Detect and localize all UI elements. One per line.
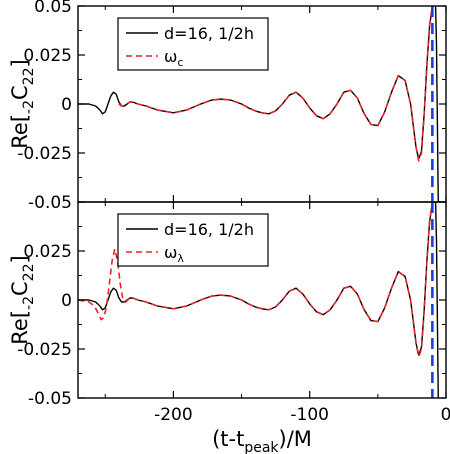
y-label-sub2: 22: [21, 263, 37, 281]
y-label-mid: C: [8, 85, 32, 100]
top-plot-area: [78, 6, 439, 202]
x-label-sub: peak: [244, 440, 279, 454]
top-y-tick-label: 0: [61, 95, 72, 115]
top-y-tick-label: -0.025: [17, 144, 72, 164]
y-label-sub1: -2: [21, 296, 37, 310]
top-y-tick-label: 0.05: [34, 0, 72, 17]
bottom-y-axis-label: Re[-2C22]: [8, 255, 37, 344]
top-legend: d=16, 1/2h ωc: [117, 17, 269, 71]
bottom-y-tick-label: -0.025: [17, 340, 72, 360]
bottom-x-tick-label: -100: [290, 405, 329, 425]
top-series-red-dashed-line: [118, 6, 434, 162]
bottom-legend: d=16, 1/2h ωλ: [117, 213, 269, 267]
legend-entry-text: d=16, 1/2h: [164, 24, 254, 43]
top-legend-entry: d=16, 1/2h: [164, 24, 254, 43]
top-y-axis-label: Re[-2C22]: [8, 59, 37, 148]
top-y-tick-label: -0.05: [28, 193, 72, 213]
y-label-sub1: -2: [21, 100, 37, 114]
y-label-sub2: 22: [21, 67, 37, 85]
y-label-main: Re[: [8, 310, 32, 345]
bottom-y-tick-label: -0.05: [28, 389, 72, 409]
legend-entry-text: ω: [164, 47, 177, 66]
top-legend-entry: ωc: [164, 47, 183, 69]
bottom-y-tick-label: 0.025: [23, 242, 72, 262]
x-label-end: )/M: [279, 427, 312, 451]
bottom-plot-area: [78, 202, 439, 398]
bottom-y-tick-label: 0: [61, 291, 72, 311]
legend-entry-sub: λ: [177, 252, 184, 265]
bottom-legend-entry: ωλ: [164, 243, 184, 265]
legend-entry-text: ω: [164, 243, 177, 262]
top-legend-box: [117, 17, 269, 71]
bottom-series-red-dashed-line: [78, 202, 434, 358]
x-label-main: (t-t: [212, 427, 244, 451]
y-label-end: ]: [8, 255, 32, 263]
bottom-legend-box: [117, 213, 269, 267]
y-label-mid: C: [8, 281, 32, 296]
legend-entry-text: d=16, 1/2h: [164, 220, 254, 239]
x-axis-label: (t-tpeak)/M: [212, 427, 312, 454]
bottom-x-tick-label: -200: [154, 405, 193, 425]
legend-entry-sub: c: [177, 56, 183, 69]
y-label-main: Re[: [8, 114, 32, 149]
bottom-legend-entry: d=16, 1/2h: [164, 220, 254, 239]
y-label-end: ]: [8, 59, 32, 67]
top-y-tick-label: 0.025: [23, 46, 72, 66]
bottom-x-tick-label: 0: [441, 405, 450, 425]
